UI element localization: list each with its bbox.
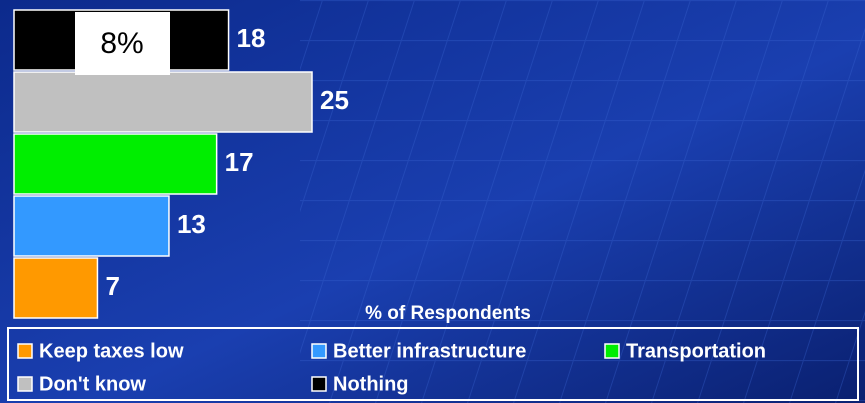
bars: 7 13 17 25 18 (13, 9, 349, 319)
bar (13, 257, 99, 319)
background-pattern (300, 0, 865, 403)
legend-swatch (311, 343, 327, 359)
value-label: 25 (320, 85, 349, 115)
legend-label: Transportation (626, 340, 766, 362)
bar (13, 71, 313, 133)
legend-swatch (17, 343, 33, 359)
legend-label: Keep taxes low (39, 340, 184, 362)
value-label: 13 (177, 209, 206, 239)
legend-swatch (17, 376, 33, 392)
legend-label: Nothing (333, 373, 409, 395)
legend-swatch (604, 343, 620, 359)
legend-box (7, 327, 859, 401)
annotation: 8% (100, 27, 143, 60)
value-label: 18 (237, 23, 266, 53)
bar (13, 195, 170, 257)
value-label: 7 (105, 271, 119, 301)
x-axis-label: % of Respondents (365, 303, 531, 324)
value-label: 17 (225, 147, 254, 177)
annotation-box (75, 12, 170, 75)
legend-label: Better infrastructure (333, 340, 526, 362)
legend-swatch (311, 376, 327, 392)
bar (13, 133, 218, 195)
legend-label: Don't know (39, 373, 146, 395)
